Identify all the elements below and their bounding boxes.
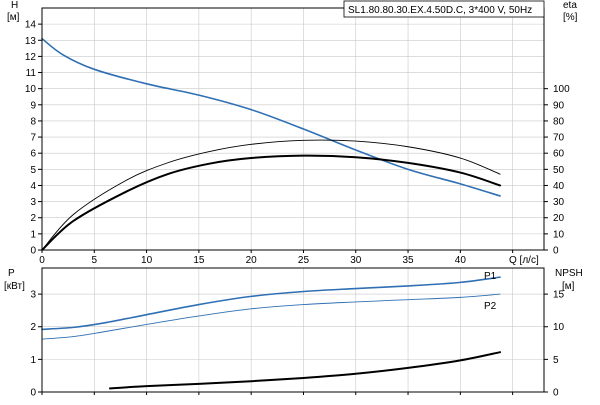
top-y-tick-label: 14: [25, 20, 37, 31]
bottom-series-layer: [41, 276, 502, 390]
top-y-tick-label: 12: [25, 52, 37, 63]
top-y-tick-label: 10: [25, 84, 37, 95]
bottom-y-tick-label: 0: [30, 388, 36, 399]
top-y2-tick-label: 30: [553, 197, 565, 208]
top-y-tick-label: 3: [30, 197, 36, 208]
top-x-tick-label: 5: [92, 255, 98, 266]
top-x-tick-label: 20: [246, 255, 258, 266]
top-y-tick-label: 9: [30, 100, 36, 111]
top-y-axis-label: H: [11, 0, 18, 11]
bottom-y-tick-label: 2: [30, 322, 36, 333]
top-y2-tick-label: 70: [553, 133, 565, 144]
bottom-y2-tick-label: 10: [553, 322, 565, 333]
top-grid: [41, 8, 544, 251]
bottom-plot-frame: [41, 267, 545, 393]
bottom-y2-tick-label: 5: [553, 355, 559, 366]
top-series-eta-thin: [41, 139, 501, 251]
bottom-y-tick-label: 3: [30, 290, 36, 301]
top-y-tick-label: 8: [30, 116, 36, 127]
top-y-axis-unit: [м]: [7, 12, 20, 23]
top-y2-tick-label: 40: [553, 181, 565, 192]
top-series-h: [41, 37, 501, 197]
top-ticks: 0123456789101112131401020304050607080901…: [25, 20, 570, 266]
top-y-tick-label: 2: [30, 213, 36, 224]
top-y-tick-label: 0: [30, 246, 36, 257]
top-plot-frame: [41, 7, 545, 251]
bottom-y-axis-label: P: [8, 268, 15, 279]
top-y-tick-label: 1: [30, 229, 36, 240]
bottom-y-axis-unit: [кВт]: [4, 281, 25, 292]
top-x-tick-label: 40: [455, 255, 467, 266]
top-series-layer: [41, 37, 502, 251]
title-box: [343, 0, 545, 18]
legend-label-p1: P1: [484, 271, 497, 282]
top-y2-tick-label: 80: [553, 116, 565, 127]
bottom-series-npsh: [108, 351, 502, 390]
bottom-series-p2: [41, 293, 501, 340]
bottom-y2-axis-label: NPSH: [555, 268, 583, 279]
top-series-eta-thick: [41, 154, 502, 251]
top-x-tick-label: 10: [141, 255, 153, 266]
legend-label-p2: P2: [484, 301, 497, 312]
top-y2-axis-unit: [%]: [563, 12, 578, 23]
top-y2-tick-label: 100: [553, 84, 570, 95]
bottom-y2-tick-label: 15: [553, 290, 565, 301]
top-x-tick-label: 25: [298, 255, 310, 266]
top-y2-tick-label: 10: [553, 229, 565, 240]
top-y2-axis-label: eta: [563, 0, 577, 11]
top-y-tick-label: 4: [30, 181, 36, 192]
top-y2-tick-label: 90: [553, 100, 565, 111]
top-x-tick-label: 35: [402, 255, 414, 266]
chart-title: SL1.80.80.30.EX.4.50D.C, 3*400 V, 50Hz: [348, 5, 532, 16]
bottom-y2-axis-unit: [м]: [562, 281, 575, 292]
top-y-tick-label: 7: [30, 133, 36, 144]
top-y2-tick-label: 0: [553, 246, 559, 257]
top-x-tick-label: 0: [39, 255, 45, 266]
bottom-ticks: 0 1 2 3 0 5 10 15: [30, 290, 564, 399]
top-y-tick-label: 5: [30, 165, 36, 176]
top-x-tick-label: 15: [193, 255, 205, 266]
bottom-y-tick-label: 1: [30, 355, 36, 366]
x-axis-label: Q [л/с]: [509, 255, 539, 266]
top-x-tick-label: 30: [350, 255, 362, 266]
bottom-grid: [41, 268, 544, 393]
top-y2-tick-label: 60: [553, 149, 565, 160]
top-y-tick-label: 13: [25, 36, 37, 47]
top-y-tick-label: 6: [30, 149, 36, 160]
top-y2-tick-label: 50: [553, 165, 565, 176]
bottom-series-p1: [41, 276, 501, 331]
top-y2-tick-label: 20: [553, 213, 565, 224]
bottom-y2-tick-label: 0: [553, 388, 559, 399]
top-y-tick-label: 11: [26, 68, 37, 79]
